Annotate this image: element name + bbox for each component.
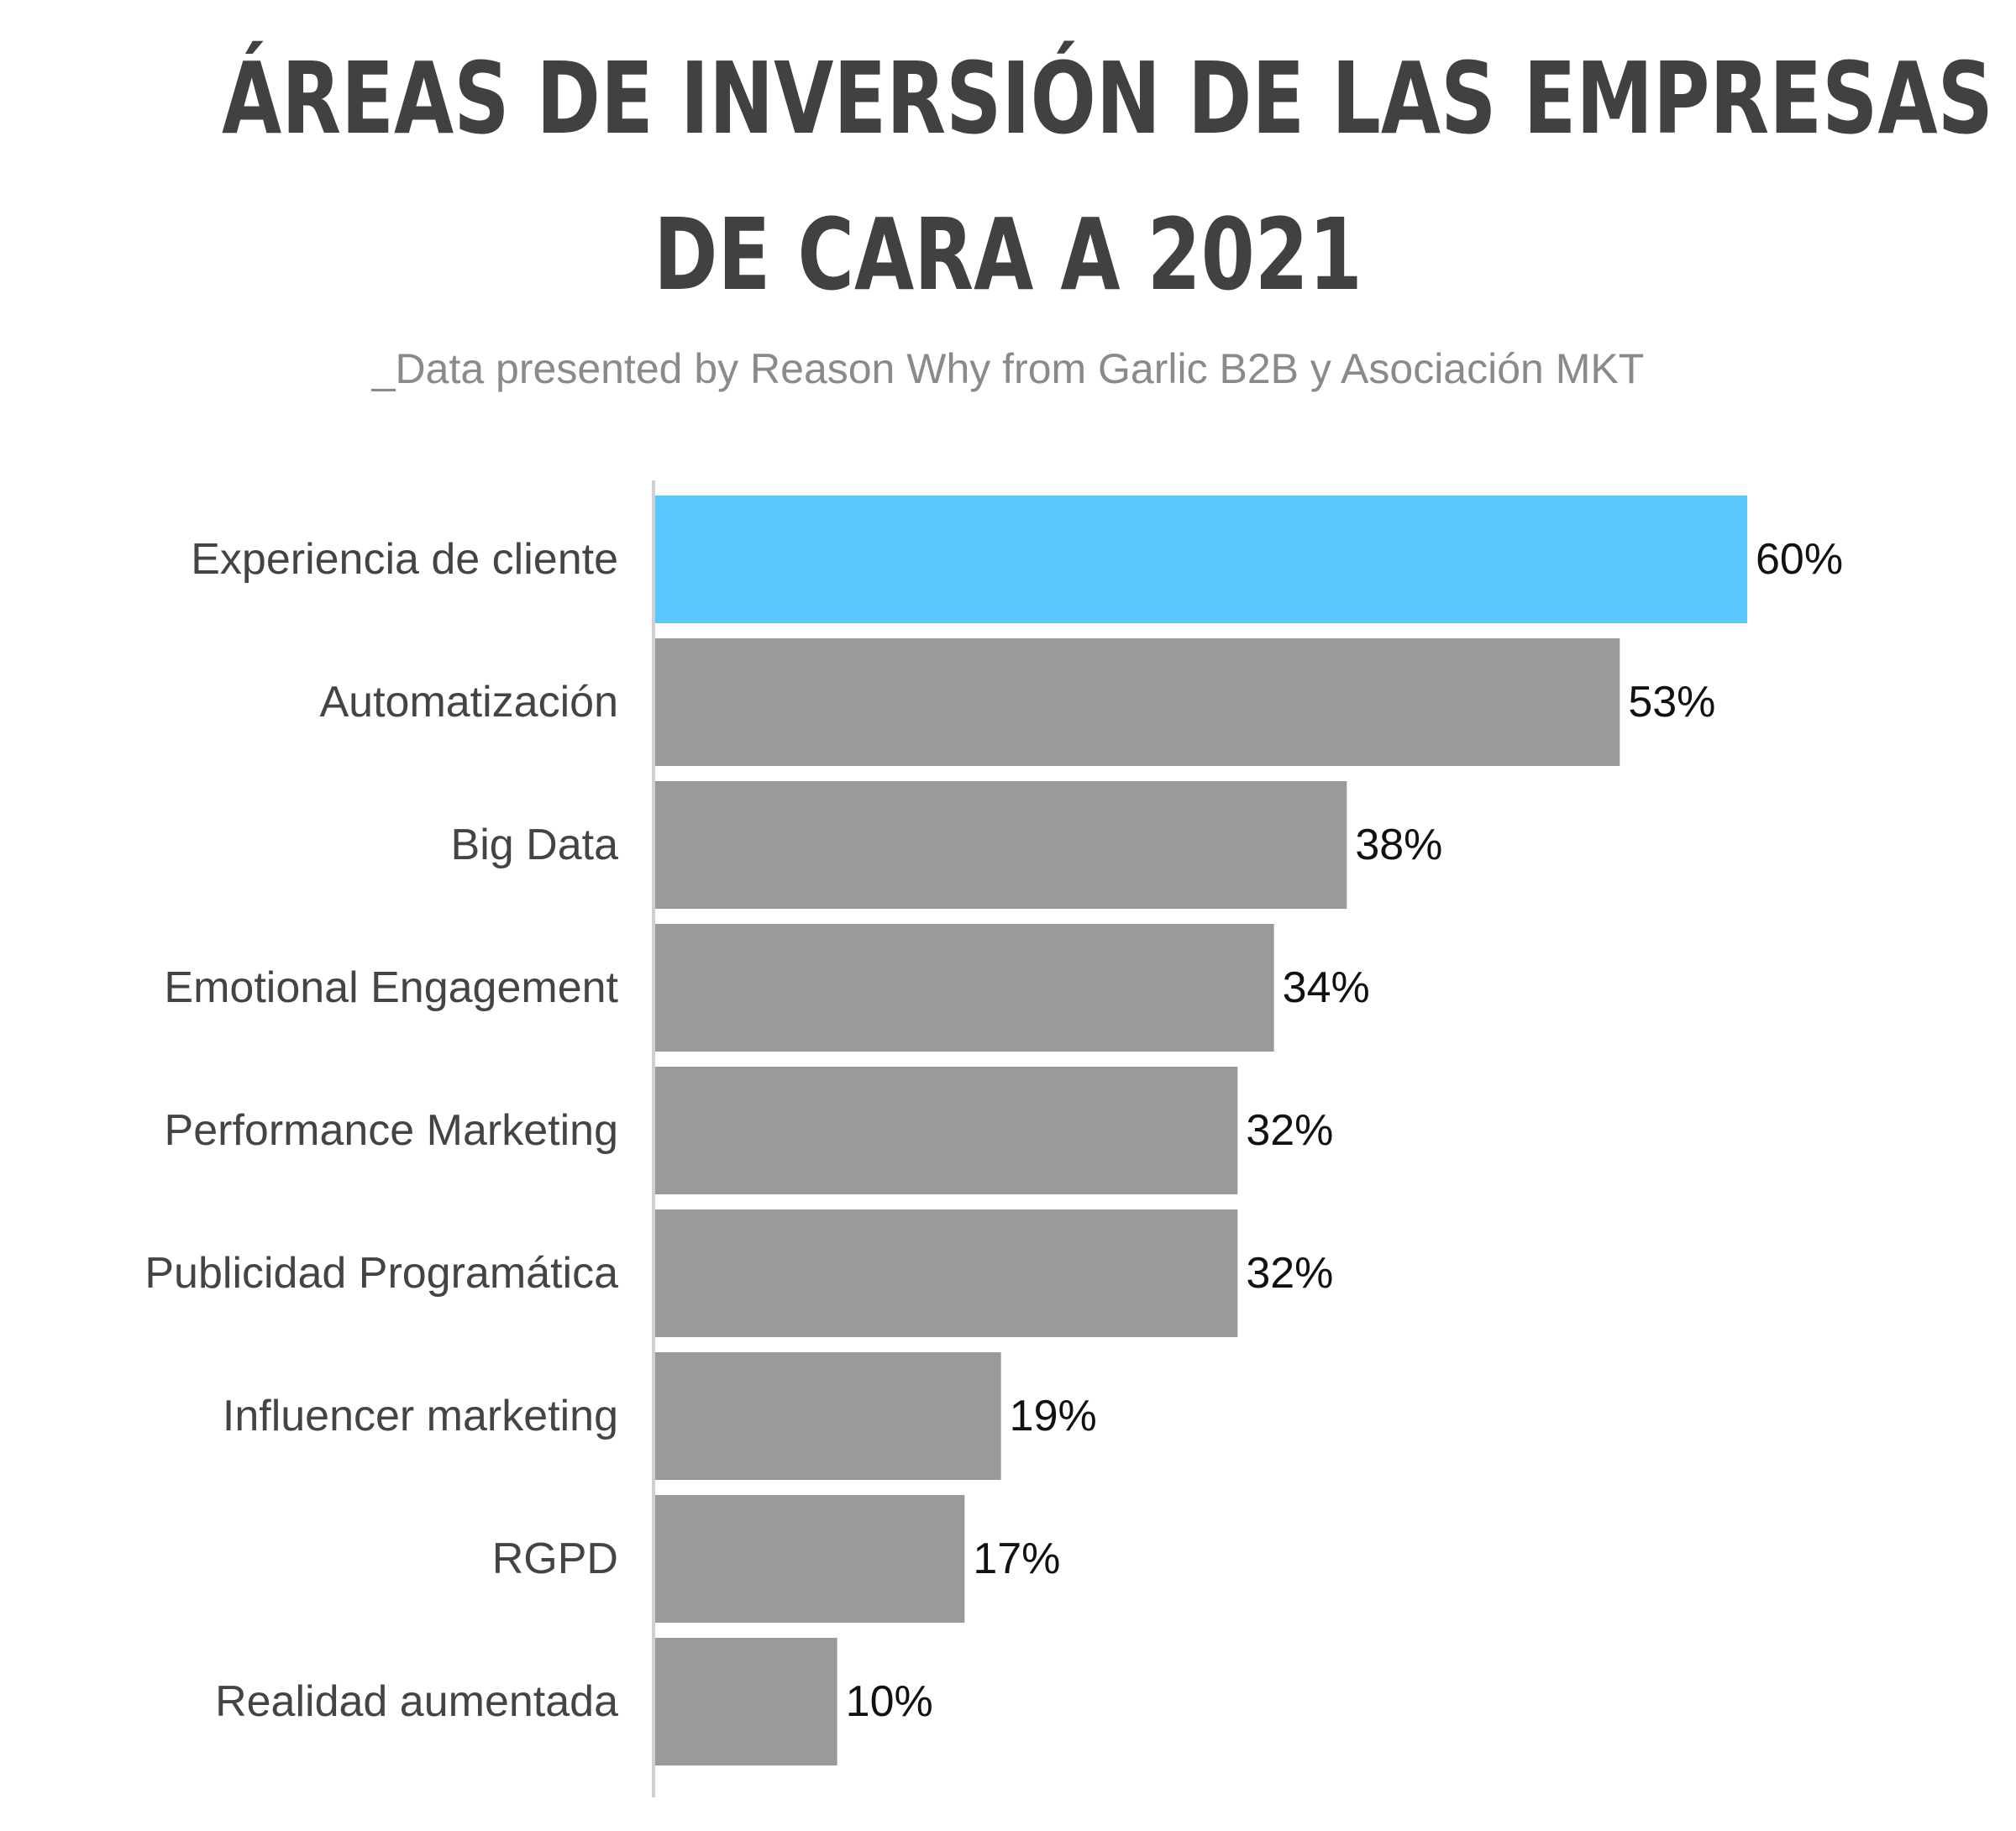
category-label: Influencer marketing — [223, 1392, 618, 1440]
bar — [655, 1495, 965, 1623]
value-label: 10% — [846, 1677, 933, 1726]
category-label: Big Data — [451, 821, 619, 869]
value-label: 34% — [1283, 963, 1370, 1012]
category-label: Publicidad Programática — [144, 1249, 618, 1298]
value-label: 17% — [973, 1535, 1060, 1583]
bar — [655, 1638, 837, 1765]
bar — [655, 638, 1620, 766]
bar — [655, 1352, 1001, 1480]
value-label: 32% — [1246, 1106, 1333, 1155]
value-label: 53% — [1628, 678, 1715, 727]
category-label: RGPD — [492, 1535, 618, 1583]
bar — [655, 496, 1747, 623]
value-label: 38% — [1355, 821, 1442, 869]
category-label: Realidad aumentada — [215, 1677, 618, 1726]
value-label: 32% — [1246, 1249, 1333, 1298]
bar — [655, 924, 1274, 1052]
category-label: Experiencia de cliente — [191, 535, 618, 584]
category-label: Performance Marketing — [165, 1106, 618, 1155]
chart-title-line-2: DE CARA A 2021 — [654, 197, 1362, 312]
category-label: Automatización — [319, 678, 618, 727]
chart-title-line-1: ÁREAS DE INVERSIÓN DE LAS EMPRESAS — [222, 40, 1993, 156]
bar — [655, 781, 1347, 909]
bar — [655, 1209, 1238, 1337]
value-label: 19% — [1010, 1392, 1097, 1440]
category-label: Emotional Engagement — [164, 963, 618, 1012]
chart-subtitle: _Data presented by Reason Why from Garli… — [371, 345, 1645, 392]
value-label: 60% — [1756, 535, 1843, 584]
bar — [655, 1067, 1238, 1194]
